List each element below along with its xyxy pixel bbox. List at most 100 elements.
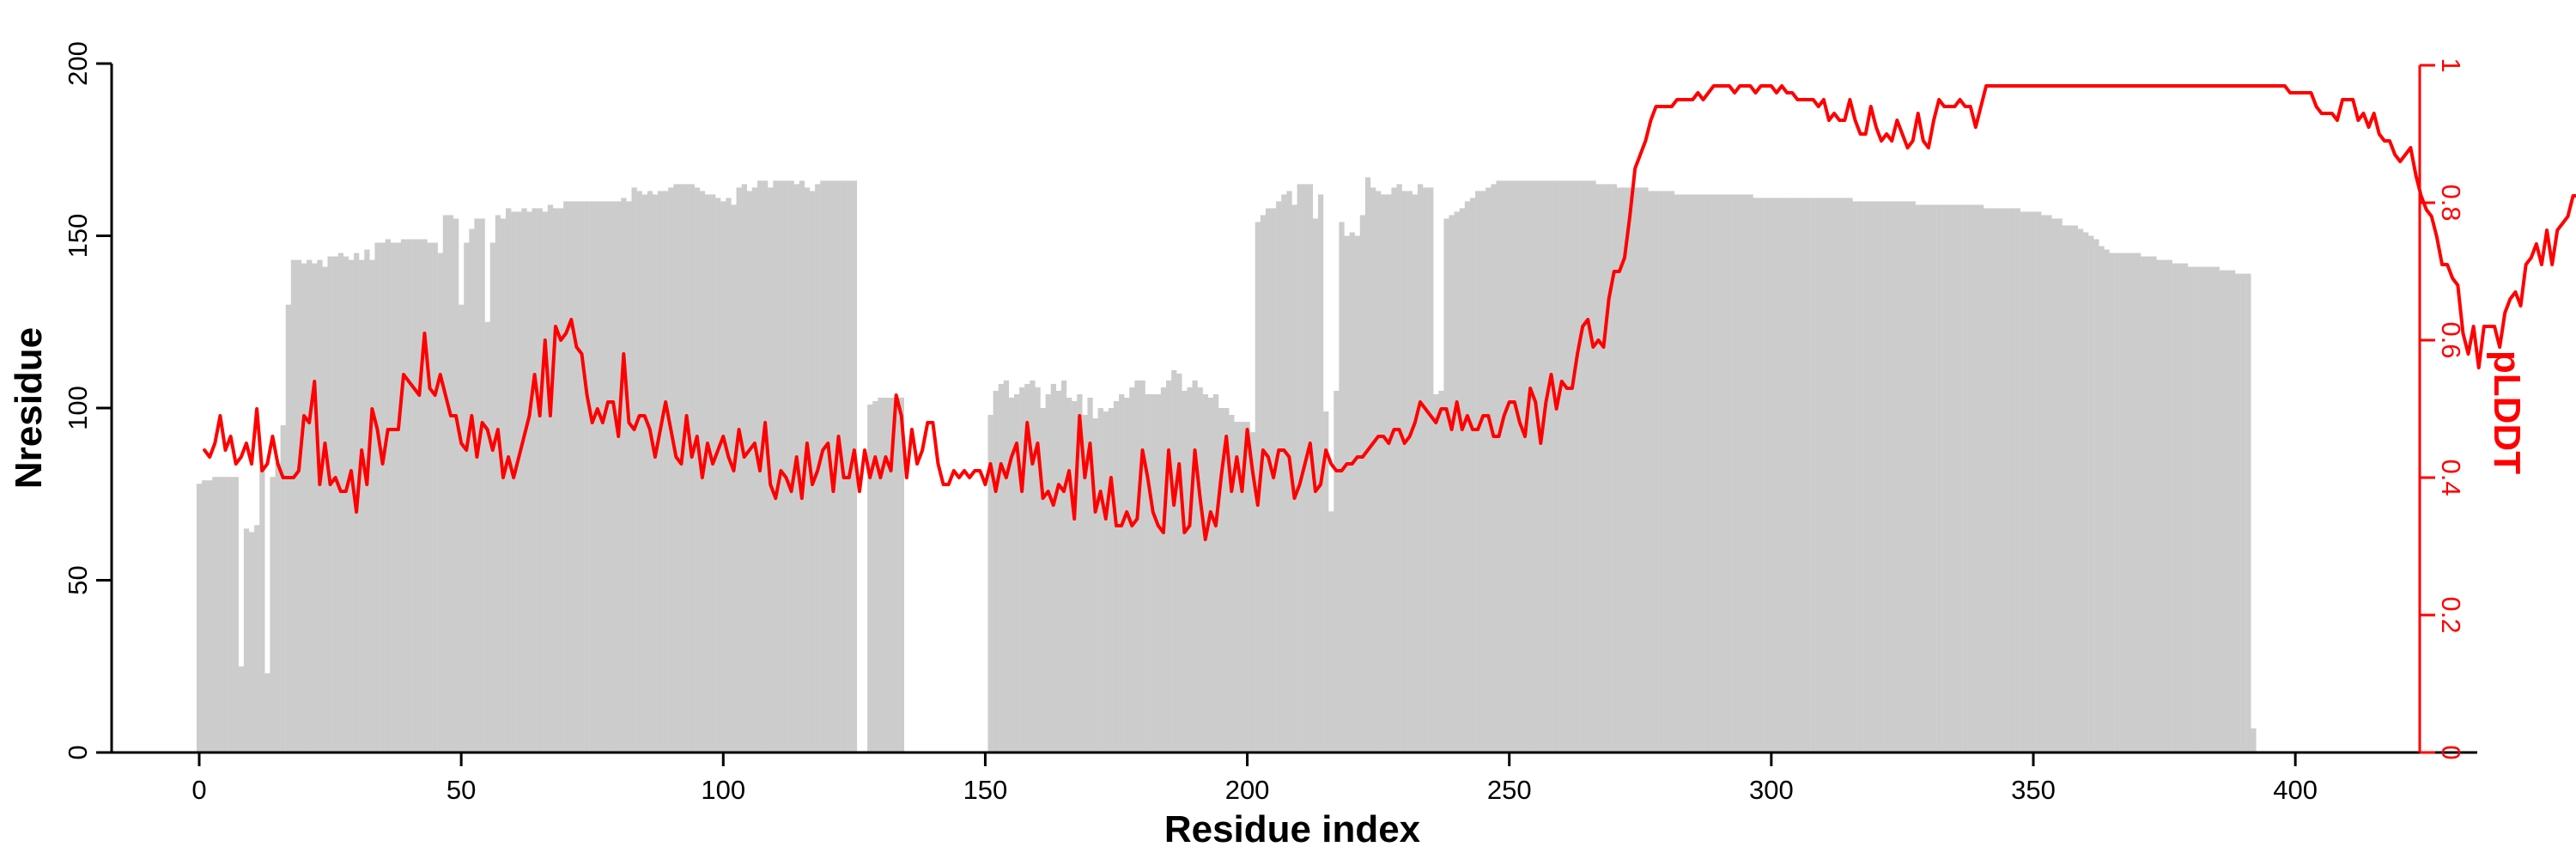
bar — [1040, 408, 1046, 752]
bar — [1558, 180, 1564, 753]
bar — [1962, 204, 1968, 752]
bar — [495, 215, 501, 752]
bar — [1710, 194, 1716, 752]
right-y-tick-label: 0.2 — [2436, 596, 2466, 633]
bar — [1972, 204, 1979, 752]
left-y-tick-label: 50 — [63, 565, 93, 594]
bar — [2041, 215, 2047, 752]
bar — [804, 187, 811, 753]
bar — [1145, 393, 1151, 752]
bar — [469, 228, 475, 753]
bar — [2104, 249, 2110, 752]
bar — [459, 304, 465, 752]
bar — [626, 201, 632, 752]
bar — [1516, 180, 1523, 753]
bar — [2057, 218, 2063, 752]
bar — [616, 201, 622, 752]
bar — [2161, 259, 2167, 752]
bar — [1464, 201, 1471, 752]
bar — [1297, 184, 1303, 753]
bar — [1511, 180, 1518, 753]
bar — [589, 201, 595, 752]
bar — [1349, 232, 1355, 752]
bar — [799, 180, 805, 753]
bar — [1438, 390, 1444, 752]
bar — [374, 242, 380, 752]
bar — [2251, 728, 2257, 752]
bar — [1265, 208, 1272, 753]
bar — [898, 397, 905, 752]
bar — [2046, 215, 2052, 752]
bar — [1072, 400, 1078, 752]
bar — [1459, 208, 1466, 753]
bar — [1800, 198, 1806, 752]
bar — [301, 263, 307, 753]
bar — [1423, 187, 1429, 753]
bar — [264, 673, 270, 752]
bar — [762, 180, 769, 753]
right-y-tick-label: 0 — [2436, 745, 2466, 759]
bar — [883, 397, 889, 752]
bar — [437, 253, 443, 752]
bar — [307, 259, 313, 752]
bar — [474, 218, 480, 752]
bar — [1595, 184, 1601, 753]
bar — [2093, 239, 2099, 752]
bar — [1747, 194, 1753, 752]
bar — [1008, 397, 1015, 752]
bars-layer — [196, 177, 2257, 753]
bar — [584, 201, 590, 752]
bar — [280, 425, 286, 752]
bar — [2009, 208, 2015, 753]
bar — [1082, 415, 1088, 752]
bar — [1700, 194, 1706, 752]
bar — [1212, 393, 1219, 752]
bar — [1224, 408, 1230, 752]
bar — [400, 239, 407, 752]
bar — [422, 239, 428, 752]
bar — [1291, 204, 1297, 752]
bar — [1994, 208, 2000, 753]
bar — [1925, 204, 1932, 752]
bar — [547, 204, 554, 752]
bar — [1758, 198, 1764, 752]
bar — [196, 484, 203, 752]
bar — [1139, 380, 1145, 752]
bar — [317, 259, 323, 752]
bar — [1155, 393, 1162, 752]
bar — [1087, 397, 1093, 752]
bar — [489, 242, 496, 752]
bar — [1548, 180, 1554, 753]
bar — [369, 259, 375, 752]
bar — [1469, 198, 1476, 752]
bar — [1260, 215, 1267, 752]
bar — [621, 198, 627, 752]
bar — [652, 194, 659, 752]
bar — [1663, 191, 1670, 752]
bar — [1359, 215, 1366, 752]
bar — [1716, 194, 1722, 752]
bar — [2025, 211, 2032, 752]
bar — [1643, 187, 1649, 753]
bar — [2229, 270, 2236, 753]
bar — [673, 184, 679, 753]
bar — [343, 256, 349, 752]
bar — [1832, 198, 1838, 752]
bar — [1873, 201, 1880, 752]
bar — [1999, 208, 2005, 753]
bar — [1889, 201, 1895, 752]
bar — [1936, 204, 1942, 752]
bar — [2062, 225, 2068, 753]
bar — [1616, 187, 1623, 753]
bar — [442, 215, 449, 752]
bar — [500, 218, 507, 752]
bar — [1207, 397, 1214, 752]
bar — [1401, 191, 1407, 752]
left-y-tick-label: 100 — [63, 386, 93, 430]
bar — [1449, 215, 1455, 752]
bar — [1276, 201, 1282, 752]
bar — [741, 184, 747, 753]
bar — [1050, 383, 1057, 752]
bar — [1406, 191, 1413, 752]
